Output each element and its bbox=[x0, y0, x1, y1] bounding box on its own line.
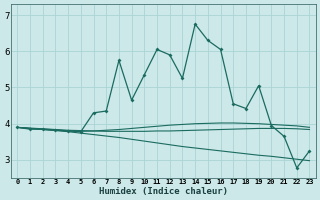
X-axis label: Humidex (Indice chaleur): Humidex (Indice chaleur) bbox=[99, 187, 228, 196]
